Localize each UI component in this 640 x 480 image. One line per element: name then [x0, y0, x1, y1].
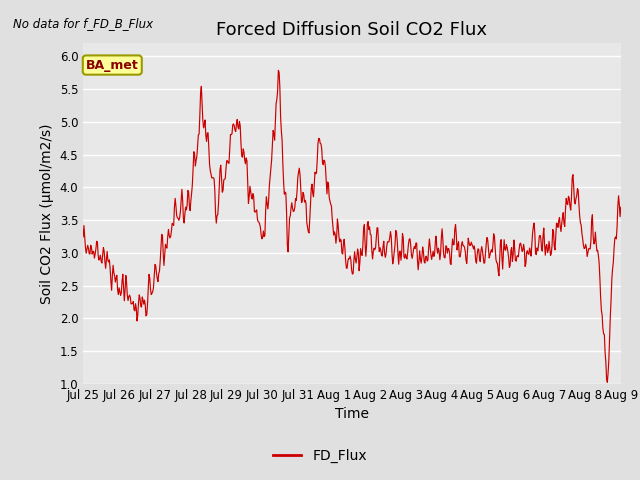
X-axis label: Time: Time — [335, 408, 369, 421]
Text: BA_met: BA_met — [86, 59, 139, 72]
Legend: FD_Flux: FD_Flux — [268, 443, 372, 468]
Title: Forced Diffusion Soil CO2 Flux: Forced Diffusion Soil CO2 Flux — [216, 21, 488, 39]
Text: No data for f_FD_B_Flux: No data for f_FD_B_Flux — [13, 17, 154, 30]
Y-axis label: Soil CO2 Flux (μmol/m2/s): Soil CO2 Flux (μmol/m2/s) — [40, 123, 54, 304]
